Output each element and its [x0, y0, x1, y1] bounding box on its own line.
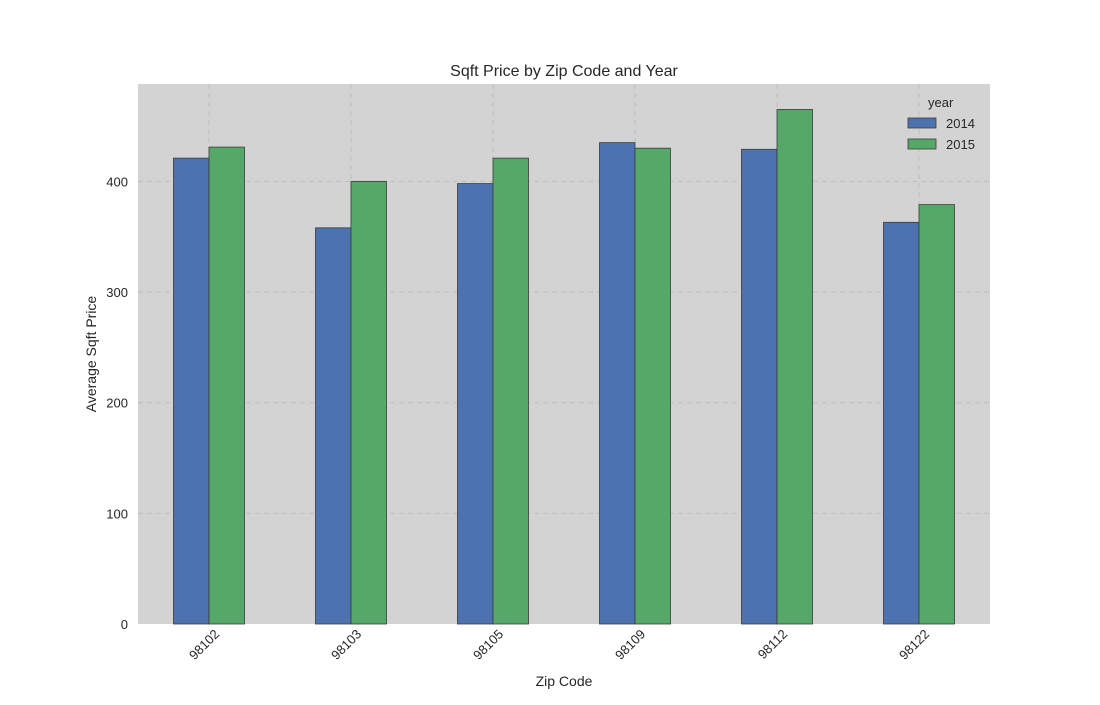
legend-label-2014: 2014: [946, 116, 975, 131]
bar-2014-98122: [883, 221, 920, 625]
bars: [173, 109, 955, 625]
x-tick-label: 98105: [470, 626, 506, 662]
y-tick-label: 100: [106, 506, 128, 521]
y-tick-label: 300: [106, 285, 128, 300]
x-axis-ticks: 98102 98103 98105 98109 98112 98122: [186, 626, 932, 662]
legend-label-2015: 2015: [946, 137, 975, 152]
legend-title: year: [928, 95, 954, 110]
bar-2015-98109: [634, 147, 671, 625]
legend-swatch-2015: [907, 138, 937, 150]
bar-2014-98105: [457, 183, 494, 625]
y-tick-label: 0: [121, 617, 128, 632]
y-axis-ticks: 0 100 200 300 400: [106, 174, 128, 632]
x-tick-label: 98112: [755, 626, 790, 661]
y-tick-label: 200: [106, 396, 128, 411]
bar-2015-98112: [776, 109, 813, 625]
bar-2015-98102: [208, 146, 245, 625]
x-tick-label: 98103: [328, 626, 364, 662]
x-tick-label: 98122: [896, 626, 932, 662]
x-axis-label: Zip Code: [536, 673, 593, 689]
legend: year 2014 2015: [907, 95, 975, 152]
bar-2015-98105: [492, 157, 529, 625]
bar-2015-98103: [350, 180, 387, 625]
bar-2014-98109: [599, 142, 636, 625]
bar-2014-98102: [173, 157, 210, 625]
y-tick-label: 400: [106, 174, 128, 189]
bar-2015-98122: [918, 204, 955, 625]
x-tick-label: 98102: [186, 626, 222, 662]
legend-swatch-2014: [907, 117, 937, 129]
bar-2014-98112: [741, 148, 778, 625]
plot-area: [138, 84, 990, 624]
bar-2014-98103: [315, 227, 352, 625]
x-tick-label: 98109: [612, 626, 648, 662]
y-axis-label: Average Sqft Price: [83, 296, 99, 413]
chart-title: Sqft Price by Zip Code and Year: [450, 63, 678, 80]
